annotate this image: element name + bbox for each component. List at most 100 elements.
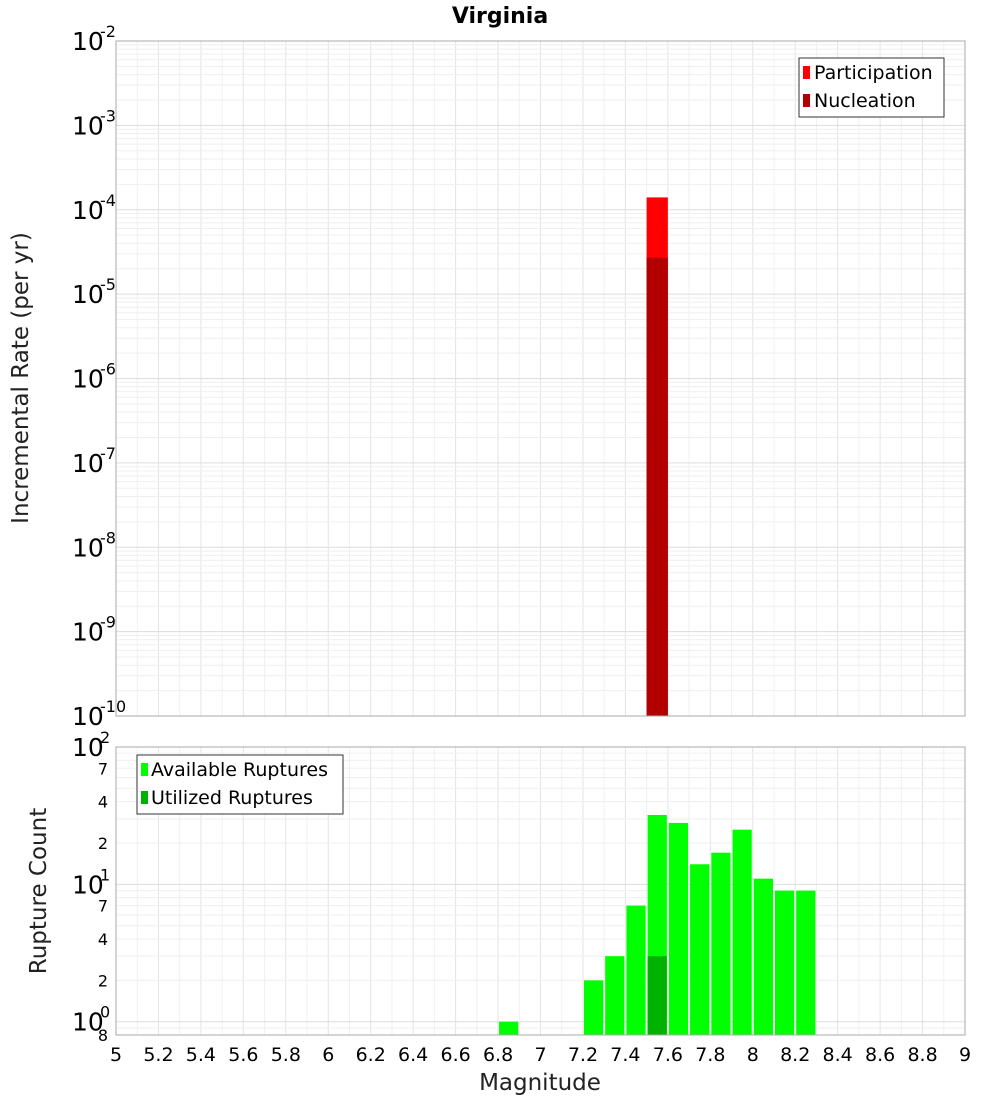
tick-exponent: -9: [100, 613, 116, 632]
bottom-y-tick-label: 100: [72, 1003, 110, 1037]
bar-utilized-ruptures: [647, 956, 667, 1035]
nucleation-legend-label: Nucleation: [814, 90, 916, 112]
x-tick-label: 5.4: [186, 1044, 216, 1066]
tick-base: 10: [72, 27, 104, 56]
bar-available-ruptures: [753, 878, 773, 1035]
tick-exponent: -5: [100, 275, 116, 294]
top-y-tick-label: 10-5: [72, 275, 116, 309]
bar-available-ruptures: [499, 1021, 519, 1035]
x-tick-label: 8: [747, 1044, 759, 1066]
x-tick-label: 8.6: [865, 1044, 895, 1066]
utilized-ruptures-legend-swatch: [141, 791, 148, 804]
tick-exponent: 2: [100, 728, 110, 747]
bottom-y-minor-tick-label: 4: [98, 793, 108, 812]
bar-available-ruptures: [583, 980, 604, 1035]
bar-available-ruptures: [774, 890, 795, 1035]
top-y-tick-label: 10-3: [72, 106, 116, 140]
bar-available-ruptures: [711, 852, 731, 1035]
bottom-y-minor-tick-label: 4: [98, 930, 108, 949]
x-tick-label: 6: [322, 1044, 334, 1066]
bottom-y-minor-tick-label: 7: [98, 897, 108, 916]
bottom-legend: Available Ruptures Utilized Ruptures: [136, 754, 344, 815]
tick-base: 10: [72, 533, 104, 562]
available-ruptures-legend-label: Available Ruptures: [151, 759, 328, 781]
tick-exponent: -4: [100, 191, 116, 210]
x-tick-label: 7: [534, 1044, 546, 1066]
bottom-legend-frame: [136, 754, 344, 815]
bottom-y-minor-tick-label: 2: [98, 971, 108, 990]
top-y-tick-label: 10-4: [72, 191, 116, 225]
tick-exponent: -7: [100, 444, 116, 463]
x-tick-label: 6.6: [440, 1044, 470, 1066]
tick-base: 10: [72, 365, 104, 394]
utilized-ruptures-legend-label: Utilized Ruptures: [151, 787, 313, 809]
tick-exponent: -6: [100, 360, 116, 379]
bottom-y-minor-tick-label: 2: [98, 834, 108, 853]
top-bars: [646, 197, 668, 717]
top-y-tick-label: 10-2: [72, 22, 116, 56]
bar-available-ruptures: [626, 905, 646, 1035]
x-tick-label: 6.4: [398, 1044, 428, 1066]
x-tick-label: 7.6: [653, 1044, 683, 1066]
bar-available-ruptures: [605, 956, 625, 1035]
tick-base: 10: [72, 618, 104, 647]
x-tick-label: 6.2: [356, 1044, 386, 1066]
bar-available-ruptures: [668, 822, 689, 1035]
bar-available-ruptures: [796, 890, 816, 1035]
x-tick-label: 9: [959, 1044, 971, 1066]
tick-exponent: -10: [100, 697, 126, 716]
top-y-tick-label: 10-6: [72, 360, 116, 394]
participation-legend-label: Participation: [814, 62, 933, 84]
top-y-axis-label: Incremental Rate (per yr): [8, 232, 34, 524]
tick-exponent: -3: [100, 106, 116, 125]
tick-base: 10: [72, 733, 104, 762]
x-axis-label: Magnitude: [479, 1070, 601, 1096]
nucleation-legend-swatch: [803, 94, 810, 107]
x-tick-label: 8.4: [823, 1044, 853, 1066]
x-tick-label: 5.2: [143, 1044, 173, 1066]
top-y-tick-label: 10-8: [72, 528, 116, 562]
tick-exponent: 0: [100, 1003, 110, 1022]
x-tick-label: 5: [110, 1044, 122, 1066]
bar-available-ruptures: [732, 829, 752, 1035]
top-legend: Participation Nucleation: [798, 57, 945, 118]
tick-exponent: 1: [100, 865, 110, 884]
x-tick-label: 7.2: [568, 1044, 598, 1066]
tick-base: 10: [72, 280, 104, 309]
bottom-y-tick-label: 102: [72, 728, 110, 762]
tick-base: 10: [72, 196, 104, 225]
x-tick-label: 5.6: [228, 1044, 258, 1066]
chart-title: Virginia: [452, 4, 548, 29]
x-tick-label: 8.8: [907, 1044, 937, 1066]
top-grid: [115, 41, 966, 717]
x-tick-label: 6.8: [483, 1044, 513, 1066]
bottom-plot-border: [115, 746, 966, 1036]
tick-base: 10: [72, 702, 104, 731]
tick-base: 10: [72, 111, 104, 140]
bottom-y-tick-label: 101: [72, 865, 110, 899]
top-plot-border: [115, 40, 966, 717]
bar-nucleation: [646, 257, 668, 716]
bottom-bars: [499, 814, 816, 1035]
top-legend-frame: [798, 57, 945, 118]
x-ticks: 5 5.2 5.4 5.6 5.8 6 6.2 6.4 6.6 6.8 7 7.2 7.4 7.6 7.8 8…: [110, 1044, 971, 1066]
top-y-tick-label: 10-7: [72, 444, 116, 478]
x-tick-label: 7.8: [695, 1044, 725, 1066]
tick-base: 10: [72, 1008, 104, 1037]
top-y-tick-label: 10-9: [72, 613, 116, 647]
x-tick-label: 5.8: [271, 1044, 301, 1066]
bottom-y-minor-tick-label: 8: [98, 1026, 108, 1045]
participation-legend-swatch: [803, 66, 810, 79]
bottom-y-minor-tick-label: 7: [98, 759, 108, 778]
bottom-y-axis-label: Rupture Count: [26, 808, 52, 974]
tick-base: 10: [72, 870, 104, 899]
tick-base: 10: [72, 449, 104, 478]
x-tick-label: 8.2: [780, 1044, 810, 1066]
tick-exponent: -8: [100, 528, 116, 547]
x-tick-label: 7.4: [610, 1044, 640, 1066]
top-y-tick-label: 10-10: [72, 697, 126, 731]
